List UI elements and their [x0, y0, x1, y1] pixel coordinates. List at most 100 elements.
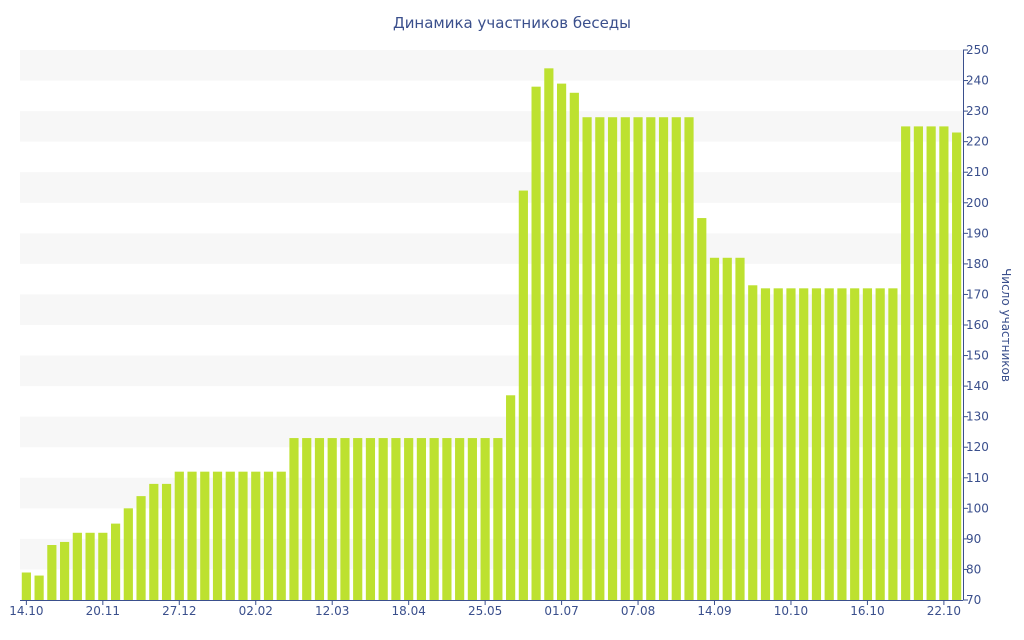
grid-bands — [20, 50, 963, 570]
y-axis-ticks: 70 80 90 100 110 120 130 140 150 160 170 180 190 200 2… — [963, 43, 989, 607]
bar — [110, 523, 121, 600]
bar — [353, 438, 363, 600]
bar — [850, 288, 860, 600]
y-tick-label: 130 — [966, 410, 989, 424]
bar — [569, 92, 579, 600]
y-tick-label: 160 — [966, 318, 989, 332]
y-axis-label: Число участников — [999, 268, 1013, 382]
bar — [646, 117, 656, 600]
bar — [276, 471, 286, 600]
bar — [314, 438, 325, 600]
x-tick-label: 27.12 — [162, 604, 196, 618]
bar — [187, 471, 197, 600]
bar — [429, 438, 439, 600]
bar — [786, 288, 796, 600]
y-tick-label: 230 — [966, 104, 989, 118]
y-tick-label: 180 — [966, 257, 989, 271]
bar — [340, 438, 350, 600]
bar — [544, 68, 554, 600]
x-tick-label: 14.09 — [697, 604, 731, 618]
x-axis-ticks: 14.10 20.11 27.12 02.02 12.03 18.04 25.05 01.07… — [9, 600, 961, 618]
grid-band — [20, 538, 963, 570]
bar — [251, 471, 261, 600]
x-tick-label: 25.05 — [468, 604, 502, 618]
y-tick-label: 150 — [966, 349, 989, 363]
bar — [21, 572, 31, 600]
bar — [875, 288, 885, 600]
bar — [658, 117, 669, 600]
bar-series — [21, 68, 962, 601]
bar — [404, 438, 414, 600]
bar — [289, 438, 299, 600]
grid-band — [20, 50, 963, 81]
x-tick-label: 14.10 — [9, 604, 43, 618]
bar — [697, 218, 707, 600]
x-tick-label: 10.10 — [774, 604, 808, 618]
bar — [722, 257, 732, 600]
bar — [365, 438, 376, 600]
grid-band — [20, 233, 963, 264]
bar — [47, 545, 57, 600]
bar — [302, 438, 312, 600]
grid-band — [20, 416, 963, 448]
bar — [620, 117, 630, 600]
bar — [416, 438, 426, 600]
bar — [72, 532, 82, 600]
bar — [60, 541, 70, 600]
bar — [378, 438, 388, 600]
grid-band — [20, 355, 963, 387]
bar — [442, 438, 452, 600]
bar — [735, 257, 745, 600]
bar — [684, 117, 694, 600]
bar — [467, 438, 477, 600]
bar — [212, 471, 223, 600]
bar — [161, 483, 172, 600]
bar — [506, 395, 516, 600]
bar — [136, 496, 146, 600]
grid-band — [20, 477, 963, 509]
x-tick-label: 12.03 — [315, 604, 349, 618]
y-tick-label: 90 — [966, 532, 981, 546]
y-tick-label: 100 — [966, 501, 989, 515]
bar — [493, 438, 503, 600]
chart-title: Динамика участников беседы — [393, 14, 631, 32]
y-tick-label: 200 — [966, 196, 989, 210]
y-tick-label: 70 — [966, 593, 981, 607]
x-tick-label: 22.10 — [927, 604, 961, 618]
bar — [888, 288, 898, 600]
bar — [773, 288, 783, 600]
bar — [748, 285, 758, 600]
bar — [760, 288, 771, 600]
bar — [98, 532, 108, 600]
y-tick-label: 120 — [966, 440, 989, 454]
bar — [263, 471, 274, 600]
bar — [837, 288, 847, 600]
y-tick-label: 170 — [966, 287, 989, 301]
bar — [327, 438, 337, 600]
bar — [225, 471, 235, 600]
grid-band — [20, 294, 963, 325]
y-tick-label: 210 — [966, 165, 989, 179]
bar — [595, 117, 605, 600]
bar — [174, 471, 184, 600]
bar — [149, 483, 159, 600]
bar — [557, 83, 567, 601]
y-tick-label: 220 — [966, 135, 989, 149]
bar — [709, 257, 720, 600]
bar — [811, 288, 822, 600]
x-tick-label: 07.08 — [621, 604, 655, 618]
bar — [799, 288, 809, 600]
grid-band — [20, 172, 963, 203]
y-tick-label: 250 — [966, 43, 989, 57]
bar — [952, 132, 962, 600]
bar — [926, 126, 936, 600]
x-tick-label: 02.02 — [239, 604, 273, 618]
bar — [824, 288, 834, 600]
x-tick-label: 20.11 — [86, 604, 120, 618]
x-tick-label: 01.07 — [544, 604, 578, 618]
bar — [901, 126, 911, 600]
y-tick-label: 80 — [966, 562, 981, 576]
bar — [862, 288, 873, 600]
bar — [633, 117, 643, 600]
